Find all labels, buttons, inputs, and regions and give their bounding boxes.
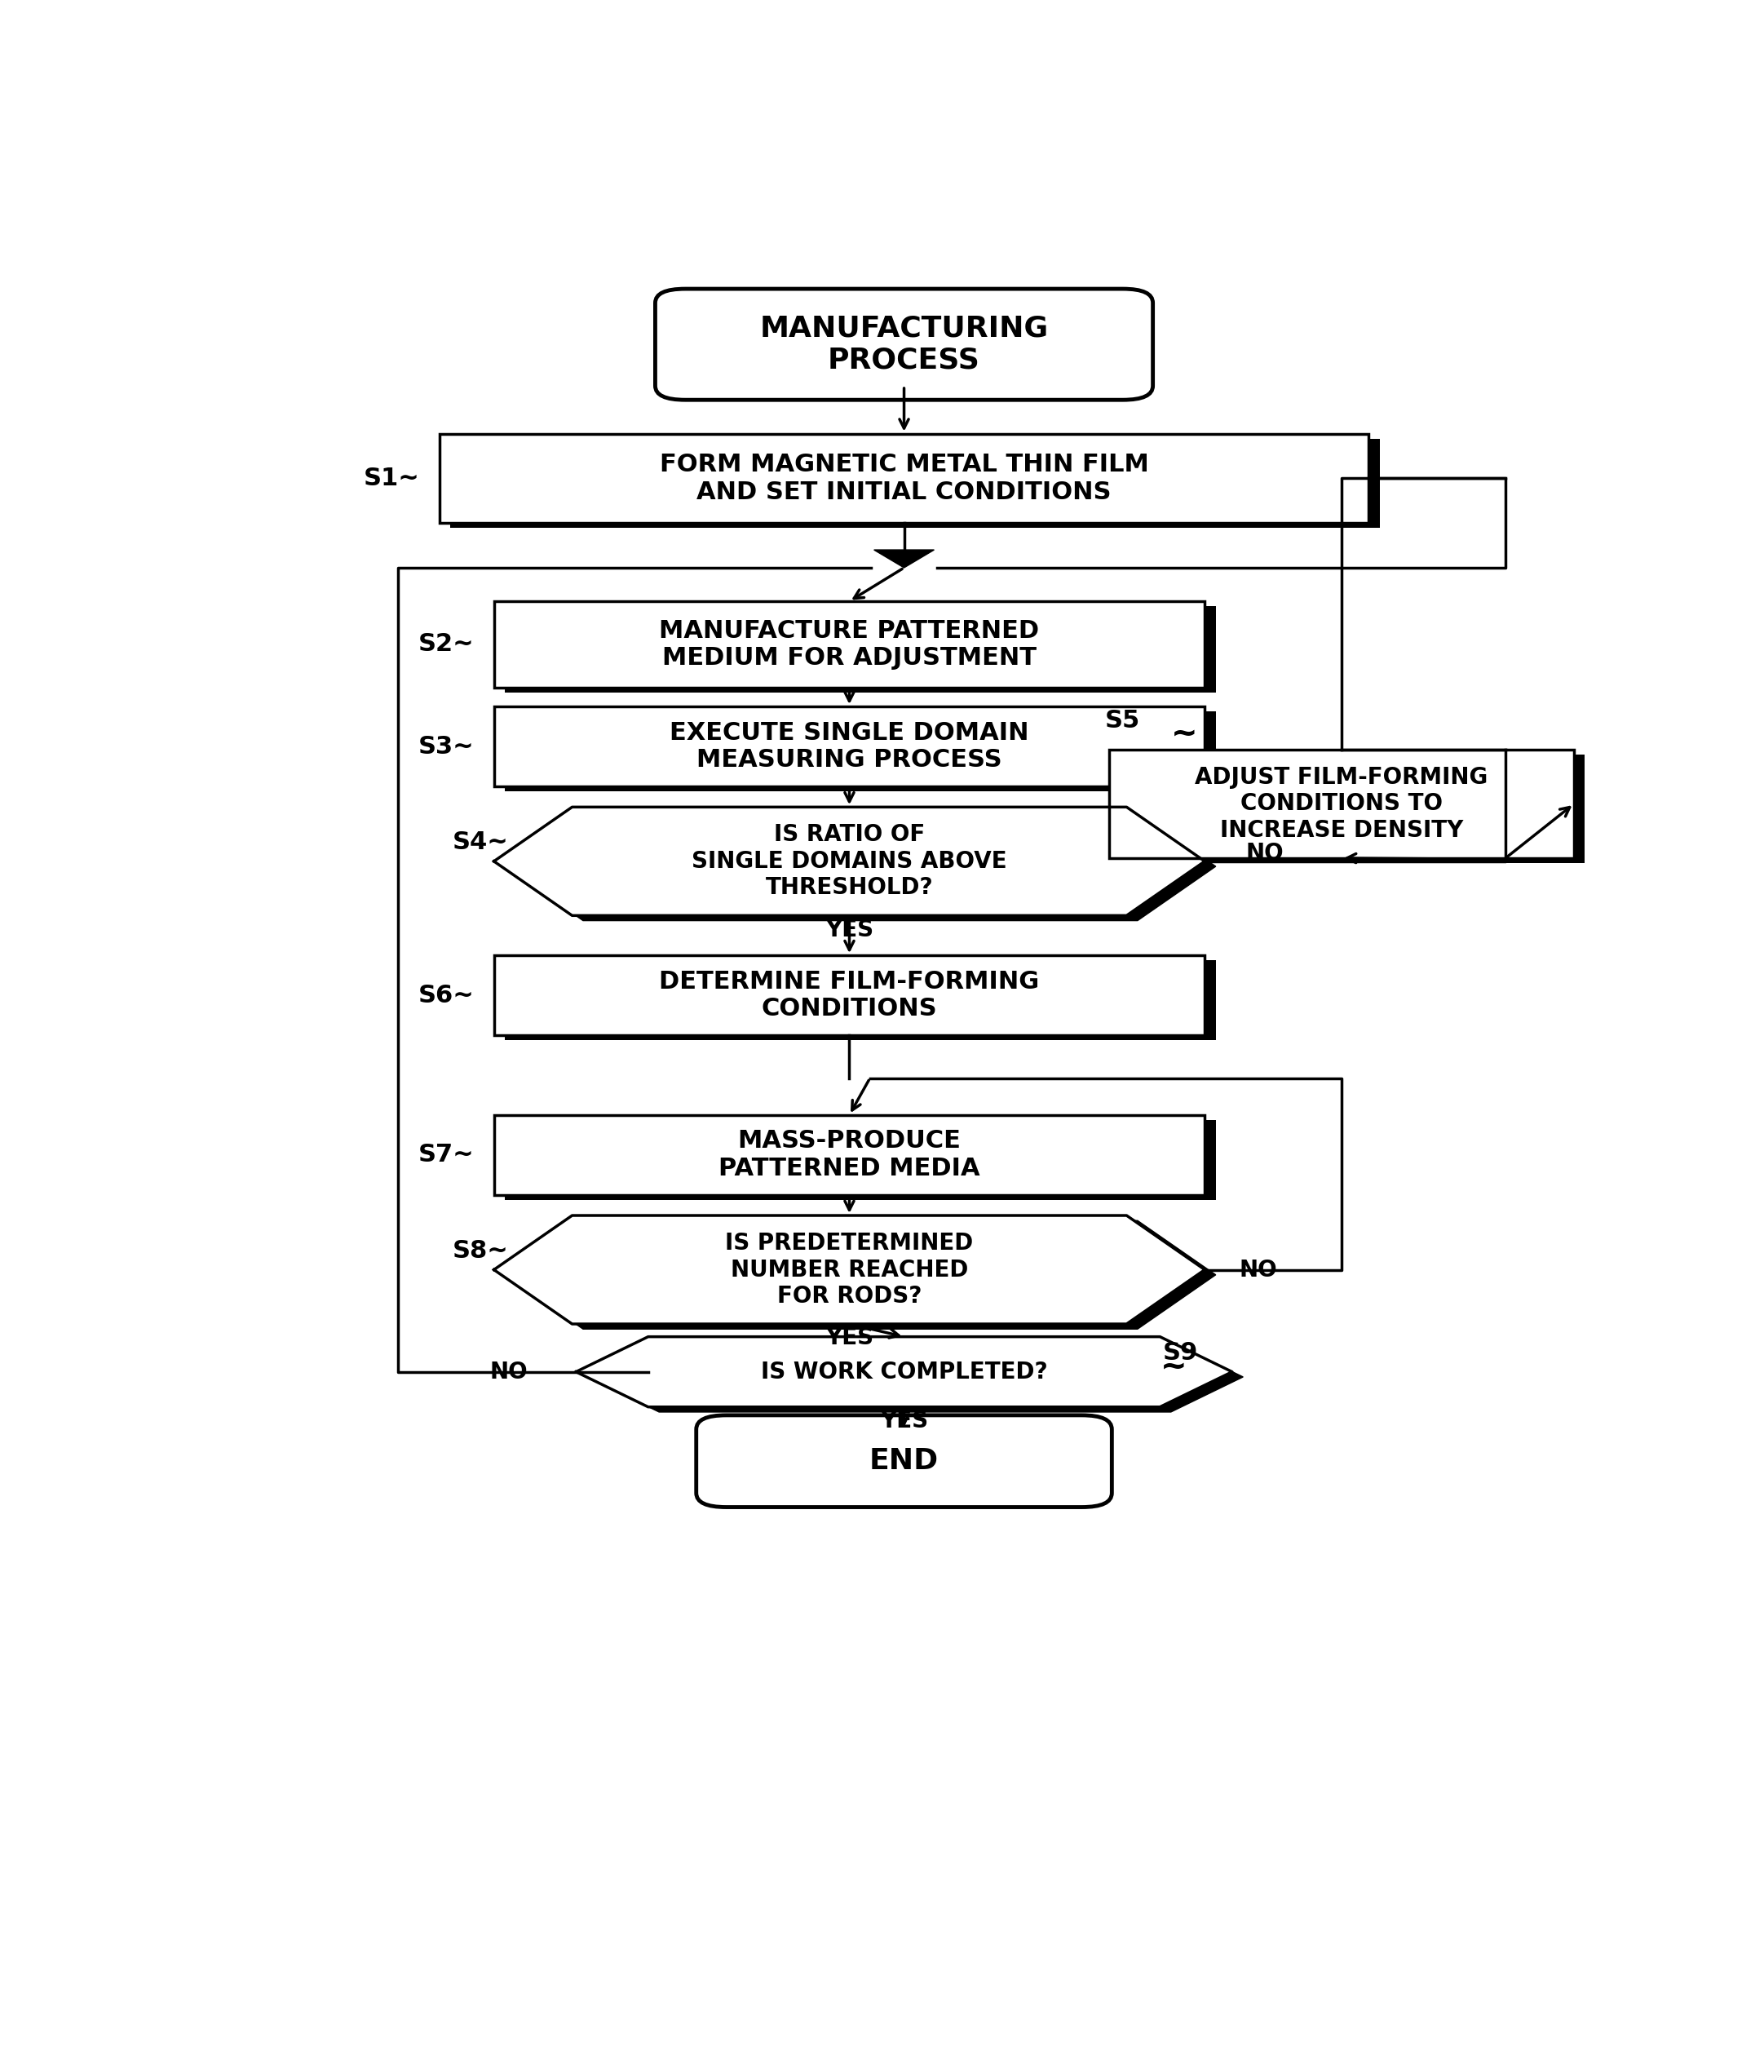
Text: NO: NO [1245,841,1284,864]
Polygon shape [505,812,1215,920]
Text: NO: NO [490,1361,527,1384]
Text: S3~: S3~ [418,736,475,758]
FancyBboxPatch shape [505,961,1215,1040]
Text: YES: YES [826,918,873,941]
Text: ~: ~ [1171,719,1198,750]
Text: S8~: S8~ [452,1239,508,1262]
FancyBboxPatch shape [654,288,1154,400]
Text: S9: S9 [1162,1341,1198,1365]
Polygon shape [587,1343,1244,1411]
Text: S6~: S6~ [418,984,475,1007]
Text: ADJUST FILM-FORMING
CONDITIONS TO
INCREASE DENSITY: ADJUST FILM-FORMING CONDITIONS TO INCREA… [1194,767,1489,841]
Text: S2~: S2~ [418,632,475,657]
FancyBboxPatch shape [505,711,1215,792]
Text: S7~: S7~ [418,1144,475,1167]
Text: IS RATIO OF
SINGLE DOMAINS ABOVE
THRESHOLD?: IS RATIO OF SINGLE DOMAINS ABOVE THRESHO… [691,823,1007,899]
Text: NO: NO [1238,1258,1277,1280]
FancyBboxPatch shape [450,439,1379,528]
Text: S4~: S4~ [452,831,508,854]
Text: FORM MAGNETIC METAL THIN FILM
AND SET INITIAL CONDITIONS: FORM MAGNETIC METAL THIN FILM AND SET IN… [660,454,1148,503]
FancyBboxPatch shape [505,607,1215,692]
Polygon shape [494,808,1205,916]
Text: YES: YES [880,1409,928,1432]
FancyBboxPatch shape [439,433,1369,522]
Text: MANUFACTURING
PROCESS: MANUFACTURING PROCESS [760,315,1048,375]
Text: S5: S5 [1106,709,1140,733]
Text: DETERMINE FILM-FORMING
CONDITIONS: DETERMINE FILM-FORMING CONDITIONS [660,970,1039,1021]
Polygon shape [505,1220,1215,1328]
Text: MASS-PRODUCE
PATTERNED MEDIA: MASS-PRODUCE PATTERNED MEDIA [718,1129,981,1181]
Text: YES: YES [826,1326,873,1349]
Text: IS PREDETERMINED
NUMBER REACHED
FOR RODS?: IS PREDETERMINED NUMBER REACHED FOR RODS… [725,1233,974,1307]
FancyBboxPatch shape [494,601,1205,688]
Polygon shape [577,1336,1231,1407]
Text: ~: ~ [1161,1351,1187,1382]
FancyBboxPatch shape [505,1121,1215,1200]
Polygon shape [873,549,935,568]
FancyBboxPatch shape [494,1115,1205,1196]
FancyBboxPatch shape [494,707,1205,785]
Text: S1~: S1~ [363,466,420,491]
FancyBboxPatch shape [1120,754,1584,864]
FancyBboxPatch shape [1110,750,1573,858]
Polygon shape [494,1216,1205,1324]
Text: IS WORK COMPLETED?: IS WORK COMPLETED? [760,1361,1048,1384]
Text: MANUFACTURE PATTERNED
MEDIUM FOR ADJUSTMENT: MANUFACTURE PATTERNED MEDIUM FOR ADJUSTM… [660,620,1039,669]
Text: END: END [870,1448,938,1475]
Text: EXECUTE SINGLE DOMAIN
MEASURING PROCESS: EXECUTE SINGLE DOMAIN MEASURING PROCESS [670,721,1028,773]
FancyBboxPatch shape [494,955,1205,1036]
FancyBboxPatch shape [697,1415,1111,1506]
